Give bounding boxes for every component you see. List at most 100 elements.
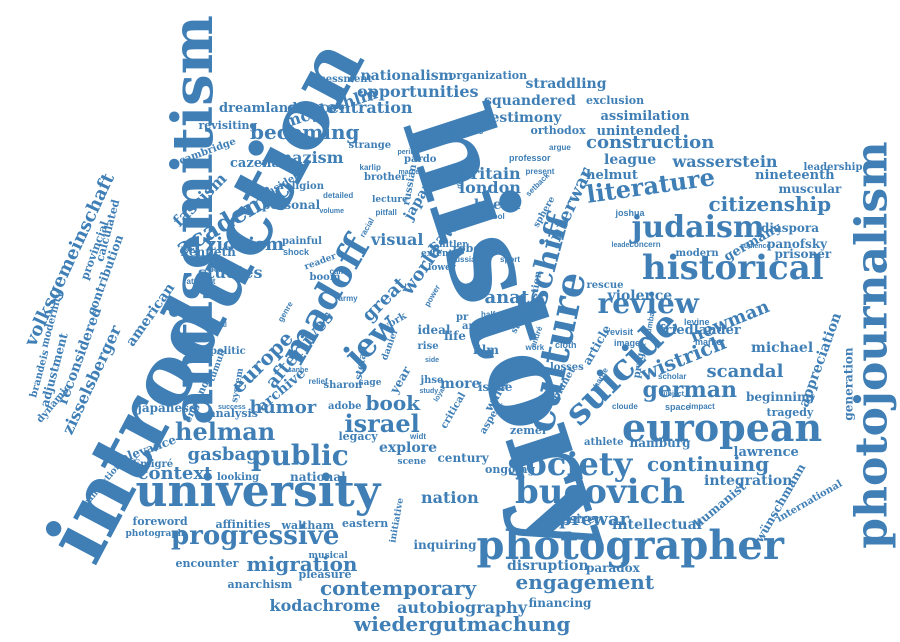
word-andre: andré (528, 325, 545, 349)
word-concentration: concentration (287, 98, 413, 117)
word-world: world (397, 240, 447, 299)
word-kodachrome: kodachrome (269, 596, 381, 615)
word-school: school (479, 212, 505, 221)
word-suicide: suicide (556, 302, 688, 434)
word-brother: brother (364, 172, 407, 183)
word-detailed: detailed (323, 191, 354, 200)
word-concern: concern (629, 240, 661, 249)
word-army: army (338, 294, 358, 303)
word-nineteenth: nineteenth (755, 167, 835, 183)
word-photograph: photograph (125, 528, 185, 539)
word-pardo: pardo (404, 154, 437, 165)
word-society: society (507, 445, 633, 483)
word-becoming: becoming (250, 120, 360, 144)
word-history: history (375, 89, 650, 571)
word-afterlives: afterlives (261, 306, 339, 393)
word-work: work (525, 343, 545, 352)
word-fascism: fascism (168, 168, 231, 231)
word-impact: impact (689, 402, 715, 411)
word-mumbai: mumbai (642, 309, 657, 341)
word-sport: sport (500, 255, 520, 264)
word-reconsidered: reconsidered (55, 305, 106, 407)
word-affinities: affinities (215, 517, 271, 531)
word-rise: rise (417, 341, 439, 352)
word-initiative: initiative (387, 496, 406, 544)
word-scholar: scholar (658, 372, 687, 381)
word-migration: migration (246, 552, 358, 576)
word-peril: peril (397, 148, 413, 156)
word-bucovich: bucovich (515, 472, 685, 512)
word-relief: relief (308, 377, 328, 386)
word-dynamic: dynamic (34, 382, 73, 426)
word-professor: professor (509, 152, 551, 163)
word-genre: genre (276, 300, 295, 324)
word-review: review (597, 287, 699, 320)
word-gasbag: gasbag (187, 444, 259, 465)
word-humor: humor (249, 397, 317, 418)
word-critical: critical (438, 390, 469, 431)
word-integration: integration (704, 473, 793, 489)
word-jhse: jhse (420, 375, 444, 386)
word-great: great (358, 273, 411, 326)
word-extent: extent (421, 248, 453, 259)
word-market: market (695, 336, 725, 347)
word-britain: britain (459, 164, 521, 183)
word-brandeis: brandeis (27, 348, 52, 399)
word-lawrence: lawrence (733, 444, 799, 460)
word-mcglothlin: mcglothlin (280, 83, 380, 132)
word-japan: japan (400, 177, 436, 223)
word-contribution: contribution (84, 232, 127, 318)
word-ideal: ideal (417, 323, 451, 337)
word-film: film (473, 343, 499, 357)
word-exclusion: exclusion (586, 93, 645, 107)
word-waltham: waltham (281, 518, 335, 532)
word-russia: russia (452, 255, 476, 264)
word-photographer: photographer (476, 522, 784, 569)
word-volume: volume (319, 207, 345, 215)
word-sage: sage (358, 377, 382, 388)
word-rescue: rescue (586, 280, 624, 291)
word-explore: explore (379, 440, 437, 456)
word-adjustment: adjustment (37, 331, 71, 409)
word-wunschmann: wünschmann (751, 461, 808, 545)
word-japanese: japanese (137, 401, 197, 415)
word-levine: levine (684, 316, 710, 327)
word-anat: anat (484, 287, 530, 308)
word-politic: politic (210, 346, 246, 357)
word-leadership: leadership (803, 162, 863, 173)
word-walter: walter (481, 370, 515, 414)
word-opportunities: opportunities (357, 82, 479, 101)
word-hamburg: hamburg (629, 436, 691, 450)
word-unintended: unintended (596, 123, 680, 139)
word-emigre: Émigré (132, 459, 174, 470)
word-cazenave: cazenave (230, 155, 296, 171)
word-paradox: paradox (586, 561, 640, 575)
word-sphere: sphere (531, 194, 558, 230)
word-prewar: prewar (559, 509, 630, 530)
word-anarchism: anarchism (227, 577, 293, 591)
word-antisemitism: antisemitism (159, 15, 226, 425)
word-relevance: relevance (112, 432, 178, 468)
word-helmut: helmut (586, 167, 638, 183)
word-disruption: disruption (507, 558, 589, 574)
word-sharon: sharon (323, 380, 363, 391)
word-inquiring: inquiring (413, 538, 477, 552)
word-visual: visual (371, 230, 424, 249)
word-national: national (290, 470, 346, 484)
word-international: international (774, 478, 845, 525)
word-nazism: nazism (280, 148, 344, 167)
word-diaspora: diaspora (761, 221, 819, 235)
word-zisselsberger: zisselsberger (58, 322, 126, 438)
word-present: present (525, 167, 555, 176)
word-boom: boom (309, 272, 341, 283)
word-historical: historical (642, 248, 824, 288)
word-calculated: calculated (93, 197, 123, 263)
word-life: life (444, 329, 466, 343)
word-germany: germany (720, 219, 784, 265)
word-zemel: zemel (510, 423, 547, 437)
word-friedlander: friedlander (659, 322, 741, 338)
word-citizenship: citizenship (708, 192, 832, 216)
word-widt: widt (410, 432, 426, 441)
word-zionism: zionism (206, 234, 285, 255)
word-space: space (665, 401, 691, 412)
